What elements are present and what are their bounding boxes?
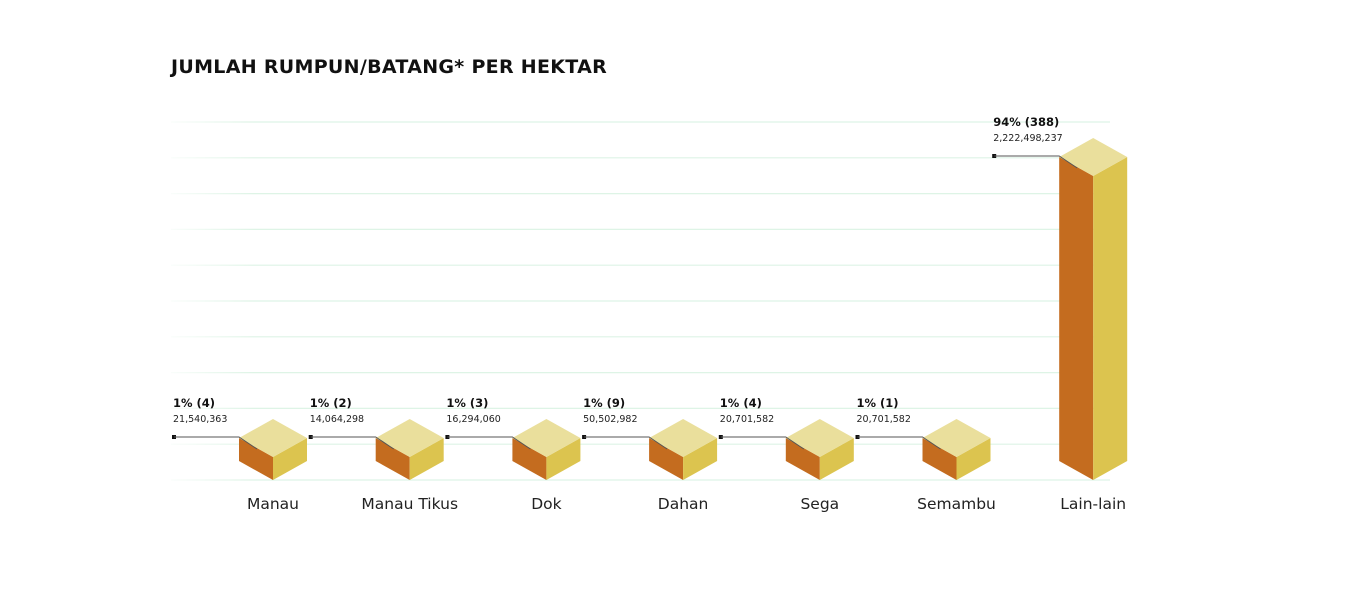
- data-label: 1% (4) 20,701,582: [718, 396, 805, 450]
- percent-label: 1% (2): [310, 396, 352, 410]
- data-label: 1% (4) 21,540,363: [172, 396, 258, 450]
- bar-top-face: [512, 419, 581, 457]
- data-label: 94% (388) 2,222,498,237: [992, 115, 1078, 169]
- bar-side-face: [546, 438, 581, 480]
- bar-front-face: [239, 438, 273, 480]
- bar-top-face: [649, 419, 718, 457]
- bar-front-face: [1059, 157, 1094, 480]
- bar-front-face: [375, 438, 410, 480]
- bar-top-face: [922, 419, 991, 457]
- bar-dok: [512, 419, 581, 480]
- leader-line: [447, 436, 531, 450]
- bar-top-face: [375, 419, 444, 457]
- category-label: Semambu: [917, 495, 996, 513]
- bar-side-face: [1093, 157, 1128, 480]
- percent-label: 1% (3): [446, 396, 488, 410]
- percent-label: 94% (388): [993, 115, 1059, 129]
- chart-title: JUMLAH RUMPUN/BATANG* PER HEKTAR: [171, 56, 608, 78]
- data-label: 1% (1) 20,701,582: [855, 396, 941, 450]
- percent-label: 1% (4): [173, 396, 215, 410]
- value-label: 14,064,298: [310, 414, 364, 425]
- leader-line: [720, 436, 805, 450]
- bar-front-face: [785, 438, 820, 480]
- category-label: Manau: [247, 495, 299, 513]
- value-label: 20,701,582: [720, 414, 774, 425]
- bar-lain-lain: [1059, 138, 1128, 480]
- bar-side-face: [956, 438, 991, 480]
- bar-top-face: [239, 419, 307, 457]
- data-label: 1% (9) 50,502,982: [582, 396, 668, 450]
- bar-top-face: [1059, 138, 1128, 176]
- bar-side-face: [273, 438, 307, 480]
- leader-line: [584, 436, 668, 450]
- leader-line: [857, 436, 941, 450]
- data-labels: 1% (4) 21,540,363 Manau 1% (2) 14,064,298 Man…: [172, 115, 1126, 513]
- bar-side-face: [819, 438, 854, 480]
- category-label: Dahan: [658, 495, 709, 513]
- value-label: 50,502,982: [583, 414, 637, 425]
- value-label: 20,701,582: [857, 414, 911, 425]
- bar-front-face: [649, 438, 684, 480]
- data-label: 1% (2) 14,064,298: [308, 396, 394, 450]
- bars: [239, 138, 1128, 480]
- bar-semambu: [922, 419, 991, 480]
- bar-sega: [785, 419, 854, 480]
- bar-front-face: [922, 438, 957, 480]
- percent-label: 1% (9): [583, 396, 625, 410]
- bar-side-face: [683, 438, 718, 480]
- value-label: 16,294,060: [446, 414, 500, 425]
- category-label: Lain-lain: [1060, 495, 1126, 513]
- leader-line: [310, 436, 394, 450]
- percent-label: 1% (1): [857, 396, 899, 410]
- category-label: Sega: [800, 495, 839, 513]
- value-label: 2,222,498,237: [993, 133, 1063, 144]
- bar-dahan: [649, 419, 718, 480]
- bar-manau: [239, 419, 307, 480]
- category-label: Dok: [531, 495, 561, 513]
- bar-side-face: [409, 438, 444, 480]
- data-label: 1% (3) 16,294,060: [445, 396, 531, 450]
- category-label: Manau Tikus: [361, 495, 458, 513]
- percent-label: 1% (4): [720, 396, 762, 410]
- bar-top-face: [785, 419, 854, 457]
- leader-line: [174, 436, 258, 450]
- bar-manau-tikus: [375, 419, 444, 480]
- leader-line: [994, 155, 1078, 169]
- value-label: 21,540,363: [173, 414, 227, 425]
- bar-front-face: [512, 438, 547, 480]
